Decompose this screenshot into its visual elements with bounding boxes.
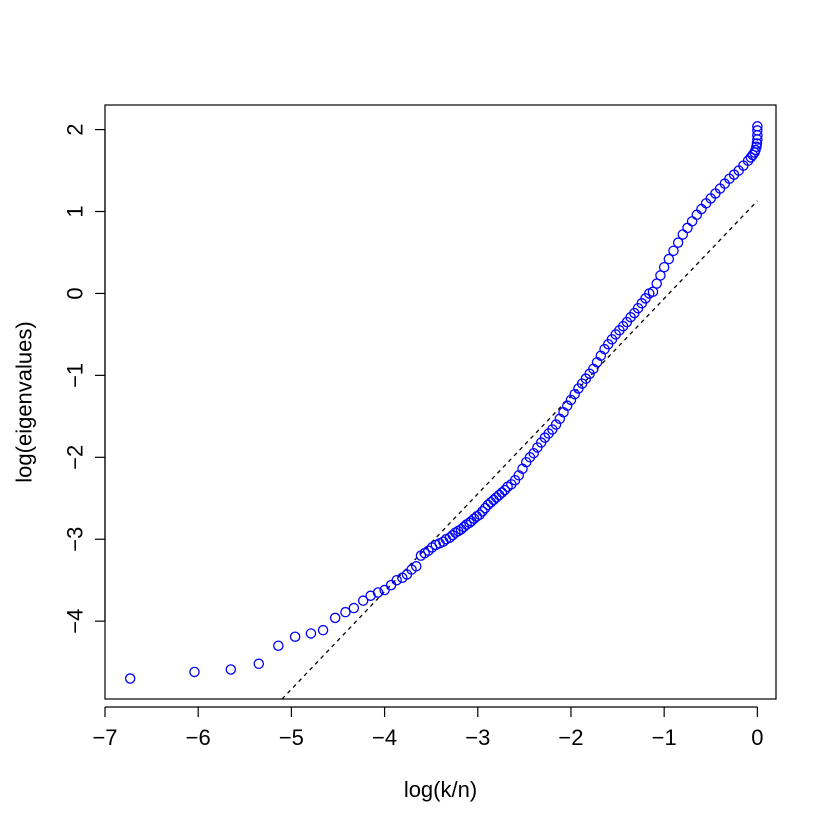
data-point [751, 138, 763, 149]
data-point [658, 261, 670, 273]
data-point [474, 509, 485, 520]
x-tick-label: 0 [751, 725, 763, 750]
data-point [225, 664, 237, 675]
y-tick-label: −3 [63, 527, 88, 552]
x-tick-label: −4 [372, 725, 397, 750]
x-tick-label: −3 [465, 725, 490, 750]
data-point [411, 561, 422, 572]
data-point [329, 612, 341, 624]
data-point [663, 253, 675, 265]
y-axis: −4 −3 −2 −1 0 1 2 [63, 123, 106, 634]
reference-line [281, 200, 758, 699]
data-point [379, 584, 390, 596]
data-point [124, 673, 136, 684]
data-point [752, 125, 763, 136]
data-point [340, 606, 351, 618]
data-point [477, 506, 488, 517]
y-tick-label: 1 [63, 205, 88, 217]
data-point [561, 400, 573, 411]
data-point [189, 666, 200, 678]
y-tick-label: −1 [63, 363, 88, 388]
data-point [450, 527, 461, 538]
x-axis: −7 −6 −5 −4 −3 −2 −1 0 [92, 706, 763, 750]
y-axis-title: log(eigenvalues) [12, 321, 37, 482]
data-point [479, 502, 491, 514]
y-tick-label: 2 [63, 123, 88, 135]
data-point [273, 640, 284, 651]
data-point [528, 447, 539, 459]
data-point [289, 631, 301, 642]
y-tick-label: 0 [63, 287, 88, 299]
y-tick-label: −4 [63, 609, 88, 634]
y-tick-label: −2 [63, 445, 88, 470]
data-point [357, 595, 369, 606]
data-point [499, 484, 511, 496]
x-tick-label: −1 [652, 725, 677, 750]
data-point [253, 658, 265, 670]
x-tick-label: −2 [558, 725, 583, 750]
x-tick-label: −5 [279, 725, 304, 750]
x-tick-label: −6 [186, 725, 211, 750]
data-point [423, 545, 434, 556]
data-point [565, 394, 577, 406]
data-point [317, 624, 329, 636]
data-point [550, 419, 562, 430]
x-tick-label: −7 [92, 725, 117, 750]
reference-line-layer [281, 200, 758, 699]
data-point [496, 487, 508, 498]
data-point [348, 602, 360, 614]
data-point [569, 388, 580, 400]
data-point [372, 587, 384, 598]
data-point [672, 237, 684, 248]
data-point [391, 574, 402, 586]
data-points-layer [124, 121, 763, 684]
data-point [752, 121, 763, 132]
data-point [668, 245, 679, 257]
data-point [305, 628, 317, 639]
data-point [751, 141, 762, 153]
x-axis-title: log(k/n) [404, 777, 477, 802]
